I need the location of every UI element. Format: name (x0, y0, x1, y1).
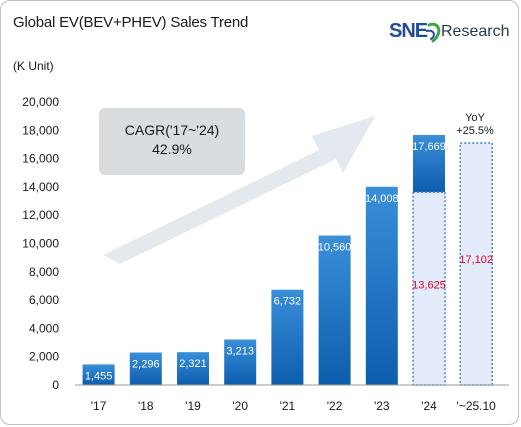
x-tick-label: '17 (91, 399, 107, 413)
y-tick-label: 4,000 (29, 321, 59, 335)
bar-value-label: 14,008 (365, 193, 399, 205)
y-tick-label: 12,000 (22, 208, 59, 222)
y-tick-label: 10,000 (22, 237, 59, 251)
bar-value-label: 2,321 (179, 358, 207, 370)
x-tick-label: '18 (138, 399, 154, 413)
bar-value-label: 3,213 (226, 346, 254, 358)
bars-group: 1,455 2,296 2,321 3,213 6,732 10,560 14,008 17,… (82, 134, 493, 386)
bar-value-label: 17,669 (412, 141, 446, 153)
yoy-value: +25.5% (456, 125, 494, 137)
bar (224, 339, 257, 385)
x-tick-label: '23 (374, 399, 390, 413)
y-tick-label: 16,000 (22, 152, 59, 166)
bar (129, 352, 162, 385)
bar-partial-label: 13,625 (412, 280, 446, 292)
logo-sne-text: SNE (389, 20, 428, 42)
bar-partial-segment (412, 191, 446, 386)
cagr-box-background (99, 108, 245, 175)
x-tick-label: '24 (421, 399, 437, 413)
y-tick-label: 6,000 (29, 293, 59, 307)
yoy-label: YoY (465, 112, 485, 124)
bar-total-segment (413, 134, 445, 193)
x-tick-label: '22 (327, 399, 343, 413)
bar (82, 364, 115, 385)
unit-label: (K Unit) (13, 59, 54, 73)
cagr-value: 42.9% (152, 141, 192, 157)
x-tick-label: '20 (232, 399, 248, 413)
bar-forecast (459, 142, 493, 386)
trend-arrow (103, 116, 375, 264)
y-tick-label: 20,000 (22, 95, 59, 109)
bar-value-label: 2,296 (132, 359, 160, 371)
x-tick-label: '~25.10 (457, 399, 497, 413)
logo-research-text: Research (441, 23, 510, 40)
chart-title: Global EV(BEV+PHEV) Sales Trend (13, 14, 249, 31)
x-tick-label: '19 (185, 399, 201, 413)
logo-swirl-icon (426, 22, 441, 43)
bar (365, 186, 398, 385)
bar (318, 235, 351, 385)
y-tick-label: 18,000 (22, 123, 59, 137)
y-tick-label: 2,000 (29, 350, 59, 364)
bar-value-label: 1,455 (85, 370, 113, 382)
x-axis: '17 '18 '19 '20 '21 '22 '23 '24 '~25.10 (91, 399, 496, 413)
y-tick-label: 14,000 (22, 180, 59, 194)
cagr-label: CAGR('17~'24) (125, 122, 219, 138)
bar (271, 289, 304, 385)
cagr-box: CAGR('17~'24) 42.9% (99, 108, 245, 175)
sne-research-logo: SNE Research (389, 19, 513, 45)
bar-value-label: 17,102 (459, 254, 493, 266)
y-tick-label: 8,000 (29, 265, 59, 279)
y-tick-label: 0 (52, 378, 59, 392)
bar-value-label: 10,560 (318, 242, 352, 254)
y-axis: 0 2,000 4,000 6,000 8,000 10,000 12,000 14,000 1… (22, 95, 59, 392)
bar-value-label: 6,732 (274, 296, 302, 308)
x-tick-label: '21 (280, 399, 296, 413)
bar (177, 352, 209, 385)
